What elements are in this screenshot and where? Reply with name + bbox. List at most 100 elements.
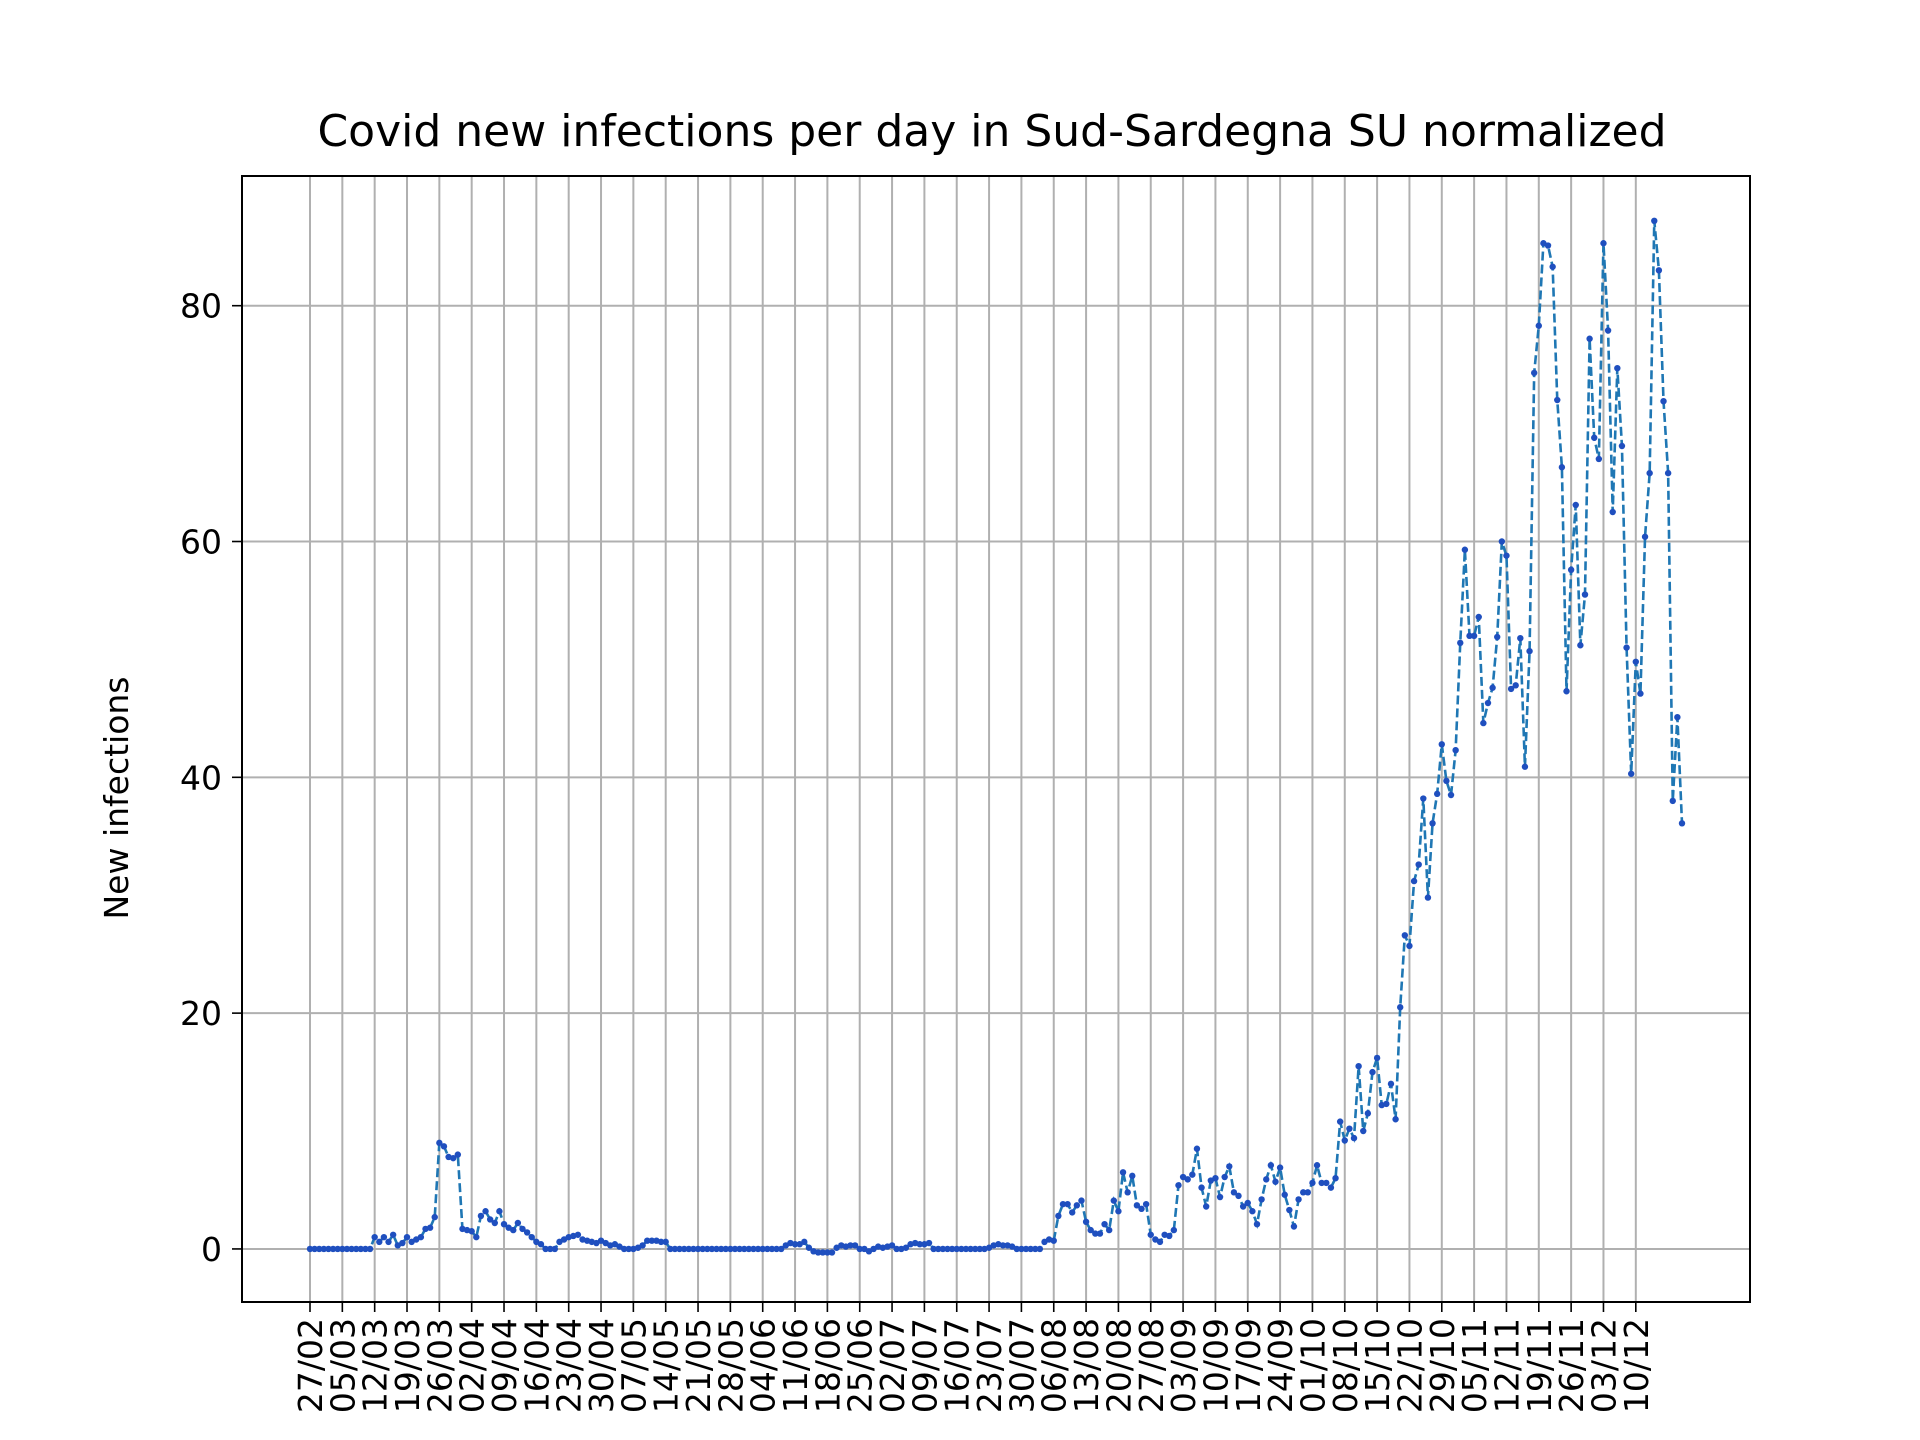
data-point [773,1245,780,1253]
data-point [1281,1191,1288,1198]
data-point [1115,1208,1122,1215]
data-point [1050,1237,1057,1244]
data-point [1059,1200,1067,1208]
data-point [1239,1203,1247,1210]
data-point [1092,1230,1099,1237]
data-point [888,1242,896,1249]
x-tick-label: 28/05 [711,1318,750,1413]
data-point [1272,1178,1279,1185]
data-point [440,1143,448,1150]
data-point [925,1239,933,1247]
data-point [828,1249,836,1256]
data-point [657,1238,665,1246]
x-tick-label: 26/11 [1552,1318,1591,1413]
data-point [972,1245,979,1253]
x-tick-label: 12/03 [356,1318,395,1413]
data-point [620,1245,628,1253]
data-point [1244,1199,1251,1207]
data-point [1581,591,1589,598]
x-tick-label: 20/08 [1099,1318,1138,1413]
data-point [750,1245,757,1253]
x-tick-label: 19/11 [1520,1318,1559,1413]
data-point [500,1220,508,1228]
data-point [1189,1171,1196,1178]
data-point [999,1242,1007,1249]
series [306,217,1686,1256]
data-point [1572,501,1579,509]
data-point [334,1245,341,1253]
data-point [1600,240,1607,247]
grid [242,176,1750,1302]
data-point [1064,1200,1071,1208]
data-point [528,1233,535,1241]
x-tick-label: 11/06 [776,1318,815,1413]
data-point [316,1245,323,1253]
data-point [1138,1205,1145,1213]
data-point [1346,1125,1353,1132]
data-point [551,1245,559,1253]
data-point [1627,770,1635,777]
data-point [426,1224,434,1231]
x-tick-label: 04/06 [744,1318,783,1413]
data-point [320,1245,328,1253]
data-point [1530,369,1538,377]
data-point [1156,1238,1164,1246]
data-point [431,1213,438,1221]
data-point [547,1245,554,1253]
data-point [1036,1245,1044,1253]
data-point [704,1245,711,1253]
data-point [1651,217,1658,224]
data-point [1295,1196,1302,1203]
data-point [306,1245,314,1253]
data-point [468,1228,475,1235]
data-point [1415,861,1422,868]
x-tick-label: 27/02 [291,1318,330,1413]
data-point [759,1245,766,1253]
data-point [824,1249,831,1256]
data-point [1022,1245,1030,1253]
data-point [856,1245,863,1253]
x-tick-label: 10/09 [1196,1318,1235,1413]
x-tick-label: 10/12 [1617,1318,1656,1413]
data-point [1096,1230,1104,1237]
data-point [916,1241,923,1248]
x-tick-label: 27/08 [1132,1318,1171,1413]
data-point [777,1245,785,1253]
data-point [362,1245,369,1253]
data-point [1055,1212,1062,1220]
data-point [1646,469,1653,477]
data-point [1193,1145,1201,1152]
data-point [745,1245,753,1253]
data-point [1166,1232,1173,1240]
data-point [676,1245,683,1253]
data-point [930,1245,937,1253]
x-tick-label: 16/04 [517,1318,556,1413]
data-point [814,1249,822,1256]
data-point [1013,1245,1020,1253]
data-point [1263,1176,1270,1183]
data-point [1595,455,1603,463]
data-point [510,1226,517,1234]
data-point [1420,795,1427,802]
data-point [1221,1173,1228,1181]
data-point [1433,790,1441,798]
data-point [1364,1110,1372,1117]
data-point [496,1208,503,1215]
data-point [1350,1134,1358,1142]
data-point [1230,1189,1238,1196]
data-point [1554,396,1561,404]
data-point [376,1238,383,1246]
data-point [805,1244,813,1251]
data-point [1323,1179,1330,1187]
data-point [1443,777,1450,785]
data-point [1133,1202,1141,1209]
data-point [717,1245,725,1253]
x-tick-label: 05/03 [323,1318,362,1413]
data-point [1073,1202,1081,1209]
data-point [1142,1200,1150,1208]
data-point [967,1245,974,1253]
data-point [1641,533,1649,540]
data-point [1577,642,1584,649]
data-point [902,1244,910,1251]
data-point [1332,1175,1339,1182]
